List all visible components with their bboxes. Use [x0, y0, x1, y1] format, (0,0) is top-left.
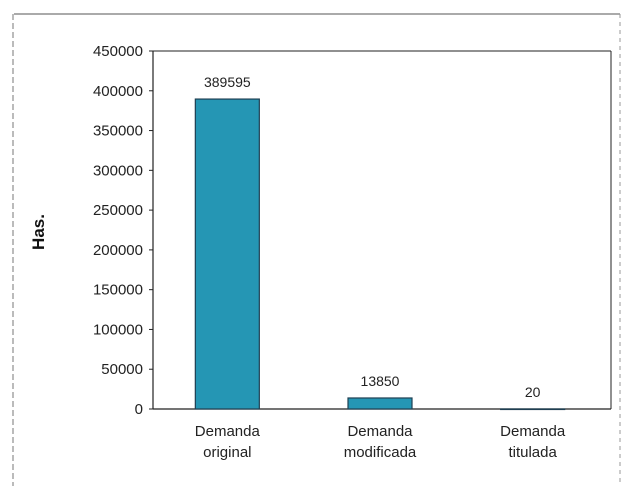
x-category-label: original [203, 444, 251, 461]
x-category-label: titulada [508, 444, 557, 461]
y-tick-label: 250000 [93, 202, 143, 219]
y-tick-label: 100000 [93, 321, 143, 338]
y-tick-label: 350000 [93, 123, 143, 140]
bar [194, 98, 260, 410]
y-tick-label: 200000 [93, 242, 143, 259]
data-label: 389595 [204, 74, 251, 90]
y-tick-label: 0 [135, 401, 143, 418]
plot-area: 450000 400000 350000 300000 250000 200000 1500… [93, 43, 612, 461]
data-label: 20 [525, 384, 541, 400]
y-tick-label: 400000 [93, 83, 143, 100]
x-category-label: Demanda [195, 423, 261, 440]
y-tick-label: 450000 [93, 43, 143, 60]
x-category-label: Demanda [500, 423, 566, 440]
data-label: 13850 [361, 373, 400, 389]
x-category-label: Demanda [347, 423, 413, 440]
x-category-label: modificada [344, 444, 417, 461]
y-tick-label: 50000 [101, 361, 143, 378]
y-tick-label: 150000 [93, 282, 143, 299]
y-tick-label: 300000 [93, 162, 143, 179]
y-axis-label: Has. [29, 214, 48, 250]
bar [500, 408, 566, 411]
bar [347, 397, 413, 410]
